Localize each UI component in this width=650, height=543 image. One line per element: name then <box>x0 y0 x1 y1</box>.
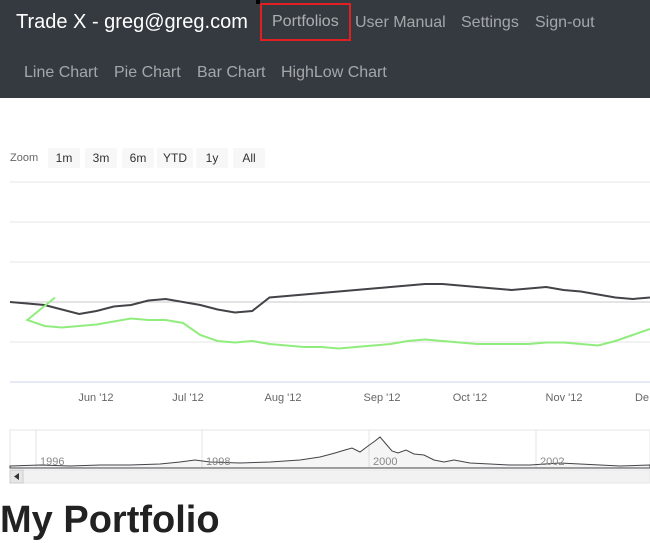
arrow-left-icon <box>14 473 19 480</box>
x-tick-label: Sep '12 <box>364 392 401 404</box>
stock-chart[interactable]: Jun '12 Jul '12 Aug '12 Sep '12 Oct '12 … <box>0 0 650 490</box>
nav-settings[interactable]: Settings <box>461 14 519 31</box>
nav-highlow-chart[interactable]: HighLow Chart <box>281 64 387 81</box>
cursor-caret <box>256 0 260 4</box>
brand[interactable]: Trade X - greg@greg.com <box>16 11 248 33</box>
nav-sign-out[interactable]: Sign-out <box>535 14 595 31</box>
nav-pie-chart[interactable]: Pie Chart <box>114 64 181 81</box>
series-lines <box>9 283 650 350</box>
nav-bar-chart[interactable]: Bar Chart <box>197 64 266 81</box>
x-axis: Jun '12 Jul '12 Aug '12 Sep '12 Oct '12 … <box>78 392 649 404</box>
nav-line-chart[interactable]: Line Chart <box>24 64 98 81</box>
x-tick-label: De <box>635 392 649 404</box>
zoom-1m-button[interactable]: 1m <box>48 148 80 168</box>
series-line-1 <box>9 283 650 316</box>
series-line-2 <box>25 296 650 350</box>
navigator-tick-label: 1996 <box>40 456 64 468</box>
nav-portfolios[interactable]: Portfolios <box>260 3 351 41</box>
scrollbar[interactable] <box>9 469 650 484</box>
navigator-tick-label: 2000 <box>373 456 397 468</box>
page-title: My Portfolio <box>0 499 220 541</box>
navigator-tick-label: 1998 <box>206 456 230 468</box>
x-tick-label: Jul '12 <box>172 392 203 404</box>
zoom-ytd-button[interactable]: YTD <box>157 148 193 168</box>
x-tick-label: Nov '12 <box>546 392 583 404</box>
gridlines <box>10 181 650 383</box>
zoom-6m-button[interactable]: 6m <box>122 148 154 168</box>
zoom-1y-button[interactable]: 1y <box>196 148 228 168</box>
zoom-label: Zoom <box>10 152 39 164</box>
navigator-series <box>9 436 650 469</box>
navigator[interactable]: 1996 1998 2000 2002 <box>9 429 650 469</box>
nav-user-manual[interactable]: User Manual <box>355 14 446 31</box>
zoom-all-button[interactable]: All <box>233 148 265 168</box>
x-tick-label: Oct '12 <box>453 392 488 404</box>
navigator-tick-label: 2002 <box>540 456 564 468</box>
x-tick-label: Aug '12 <box>265 392 302 404</box>
x-tick-label: Jun '12 <box>78 392 113 404</box>
navbar: Trade X - greg@greg.com Portfolios User … <box>0 0 650 98</box>
zoom-3m-button[interactable]: 3m <box>85 148 117 168</box>
